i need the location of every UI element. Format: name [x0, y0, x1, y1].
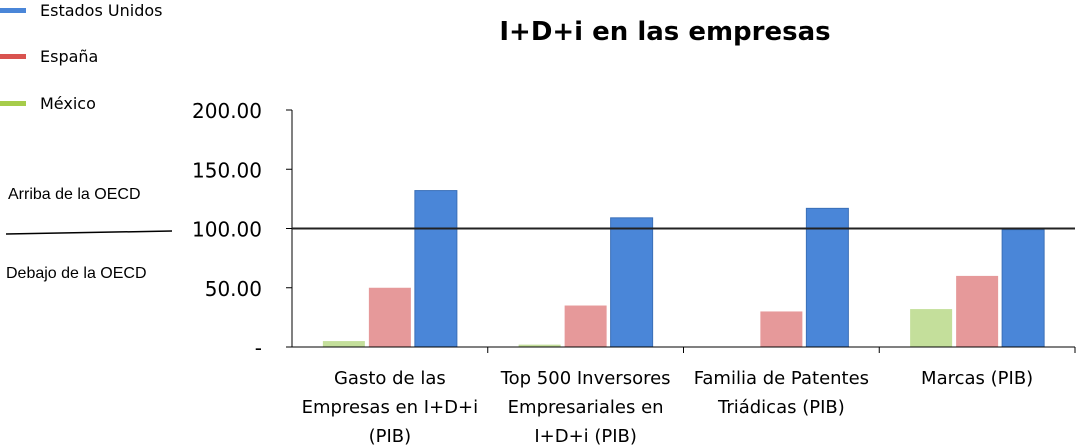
x-category-label: Familia de Patentes Triádicas (PIB): [694, 368, 869, 418]
legend-label: España: [40, 46, 99, 66]
legend-item-mexico: México: [0, 93, 96, 113]
bar-estados-unidos: [805, 207, 849, 348]
legend-item-espana: España: [0, 46, 98, 66]
legend-item-estados-unidos: Estados Unidos: [0, 0, 162, 20]
bar-estados-unidos: [414, 190, 458, 348]
y-tick-label: -: [255, 336, 262, 360]
legend-label: Estados Unidos: [40, 0, 163, 20]
legend-label: México: [40, 93, 96, 113]
note-above-oecd: Arriba de la OECD: [8, 186, 141, 203]
y-tick-label: 150.00: [192, 158, 262, 182]
legend-swatch-mexico: [0, 100, 26, 106]
y-tick-label: 100.00: [192, 218, 262, 242]
x-category-label: Top 500 Inversores Empresariales en I+D+i …: [500, 368, 671, 447]
x-category-label: Marcas (PIB): [921, 368, 1033, 389]
x-category-label: Gasto de las Empresas en I+D+i (PIB): [302, 368, 478, 447]
bar-espana: [368, 287, 411, 347]
y-tick-label: 50.00: [205, 277, 262, 301]
y-tick-label: 200.00: [192, 99, 262, 123]
bar-mexico: [322, 341, 365, 347]
bar-espana: [564, 305, 607, 347]
bar-mexico: [910, 309, 953, 347]
bar-estados-unidos: [610, 217, 654, 348]
bar-mexico: [518, 344, 561, 347]
chart-title: I+D+i en las empresas: [499, 17, 830, 47]
note-below-oecd: Debajo de la OECD: [6, 265, 147, 282]
note-divider-line: [5, 230, 173, 235]
bar-estados-unidos: [1001, 229, 1045, 348]
bar-espana: [956, 275, 999, 347]
legend-swatch-espana: [0, 53, 26, 59]
legend-swatch-estados-unidos: [0, 7, 26, 13]
bar-espana: [760, 311, 803, 347]
